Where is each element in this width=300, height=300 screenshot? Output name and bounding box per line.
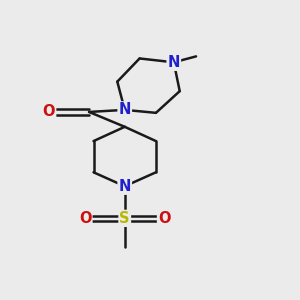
Text: O: O bbox=[79, 211, 92, 226]
Text: N: N bbox=[168, 55, 180, 70]
Text: S: S bbox=[119, 211, 130, 226]
Text: N: N bbox=[118, 179, 131, 194]
Text: O: O bbox=[43, 104, 55, 119]
Text: O: O bbox=[158, 211, 170, 226]
Text: N: N bbox=[118, 102, 131, 117]
